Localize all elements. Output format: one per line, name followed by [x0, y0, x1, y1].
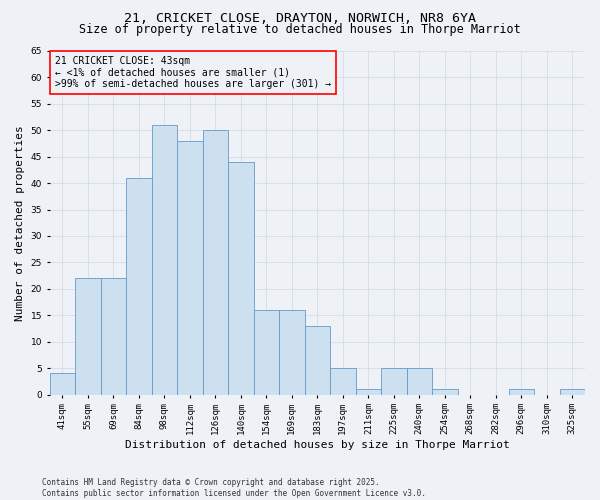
Text: Contains HM Land Registry data © Crown copyright and database right 2025.
Contai: Contains HM Land Registry data © Crown c… [42, 478, 426, 498]
Bar [126, 178, 152, 394]
Bar [381, 368, 407, 394]
Bar [330, 368, 356, 394]
Bar [432, 390, 458, 394]
Bar [254, 310, 279, 394]
Bar [356, 390, 381, 394]
Bar [279, 310, 305, 394]
Bar [228, 162, 254, 394]
Text: Size of property relative to detached houses in Thorpe Marriot: Size of property relative to detached ho… [79, 22, 521, 36]
Bar [101, 278, 126, 394]
Bar [407, 368, 432, 394]
Bar [305, 326, 330, 394]
Bar [203, 130, 228, 394]
Text: 21 CRICKET CLOSE: 43sqm
← <1% of detached houses are smaller (1)
>99% of semi-de: 21 CRICKET CLOSE: 43sqm ← <1% of detache… [55, 56, 331, 90]
Text: 21, CRICKET CLOSE, DRAYTON, NORWICH, NR8 6YA: 21, CRICKET CLOSE, DRAYTON, NORWICH, NR8… [124, 12, 476, 26]
Bar [50, 374, 75, 394]
Bar [509, 390, 534, 394]
Y-axis label: Number of detached properties: Number of detached properties [15, 125, 25, 320]
Bar [177, 141, 203, 395]
Bar [560, 390, 585, 394]
X-axis label: Distribution of detached houses by size in Thorpe Marriot: Distribution of detached houses by size … [125, 440, 510, 450]
Bar [152, 125, 177, 394]
Bar [75, 278, 101, 394]
